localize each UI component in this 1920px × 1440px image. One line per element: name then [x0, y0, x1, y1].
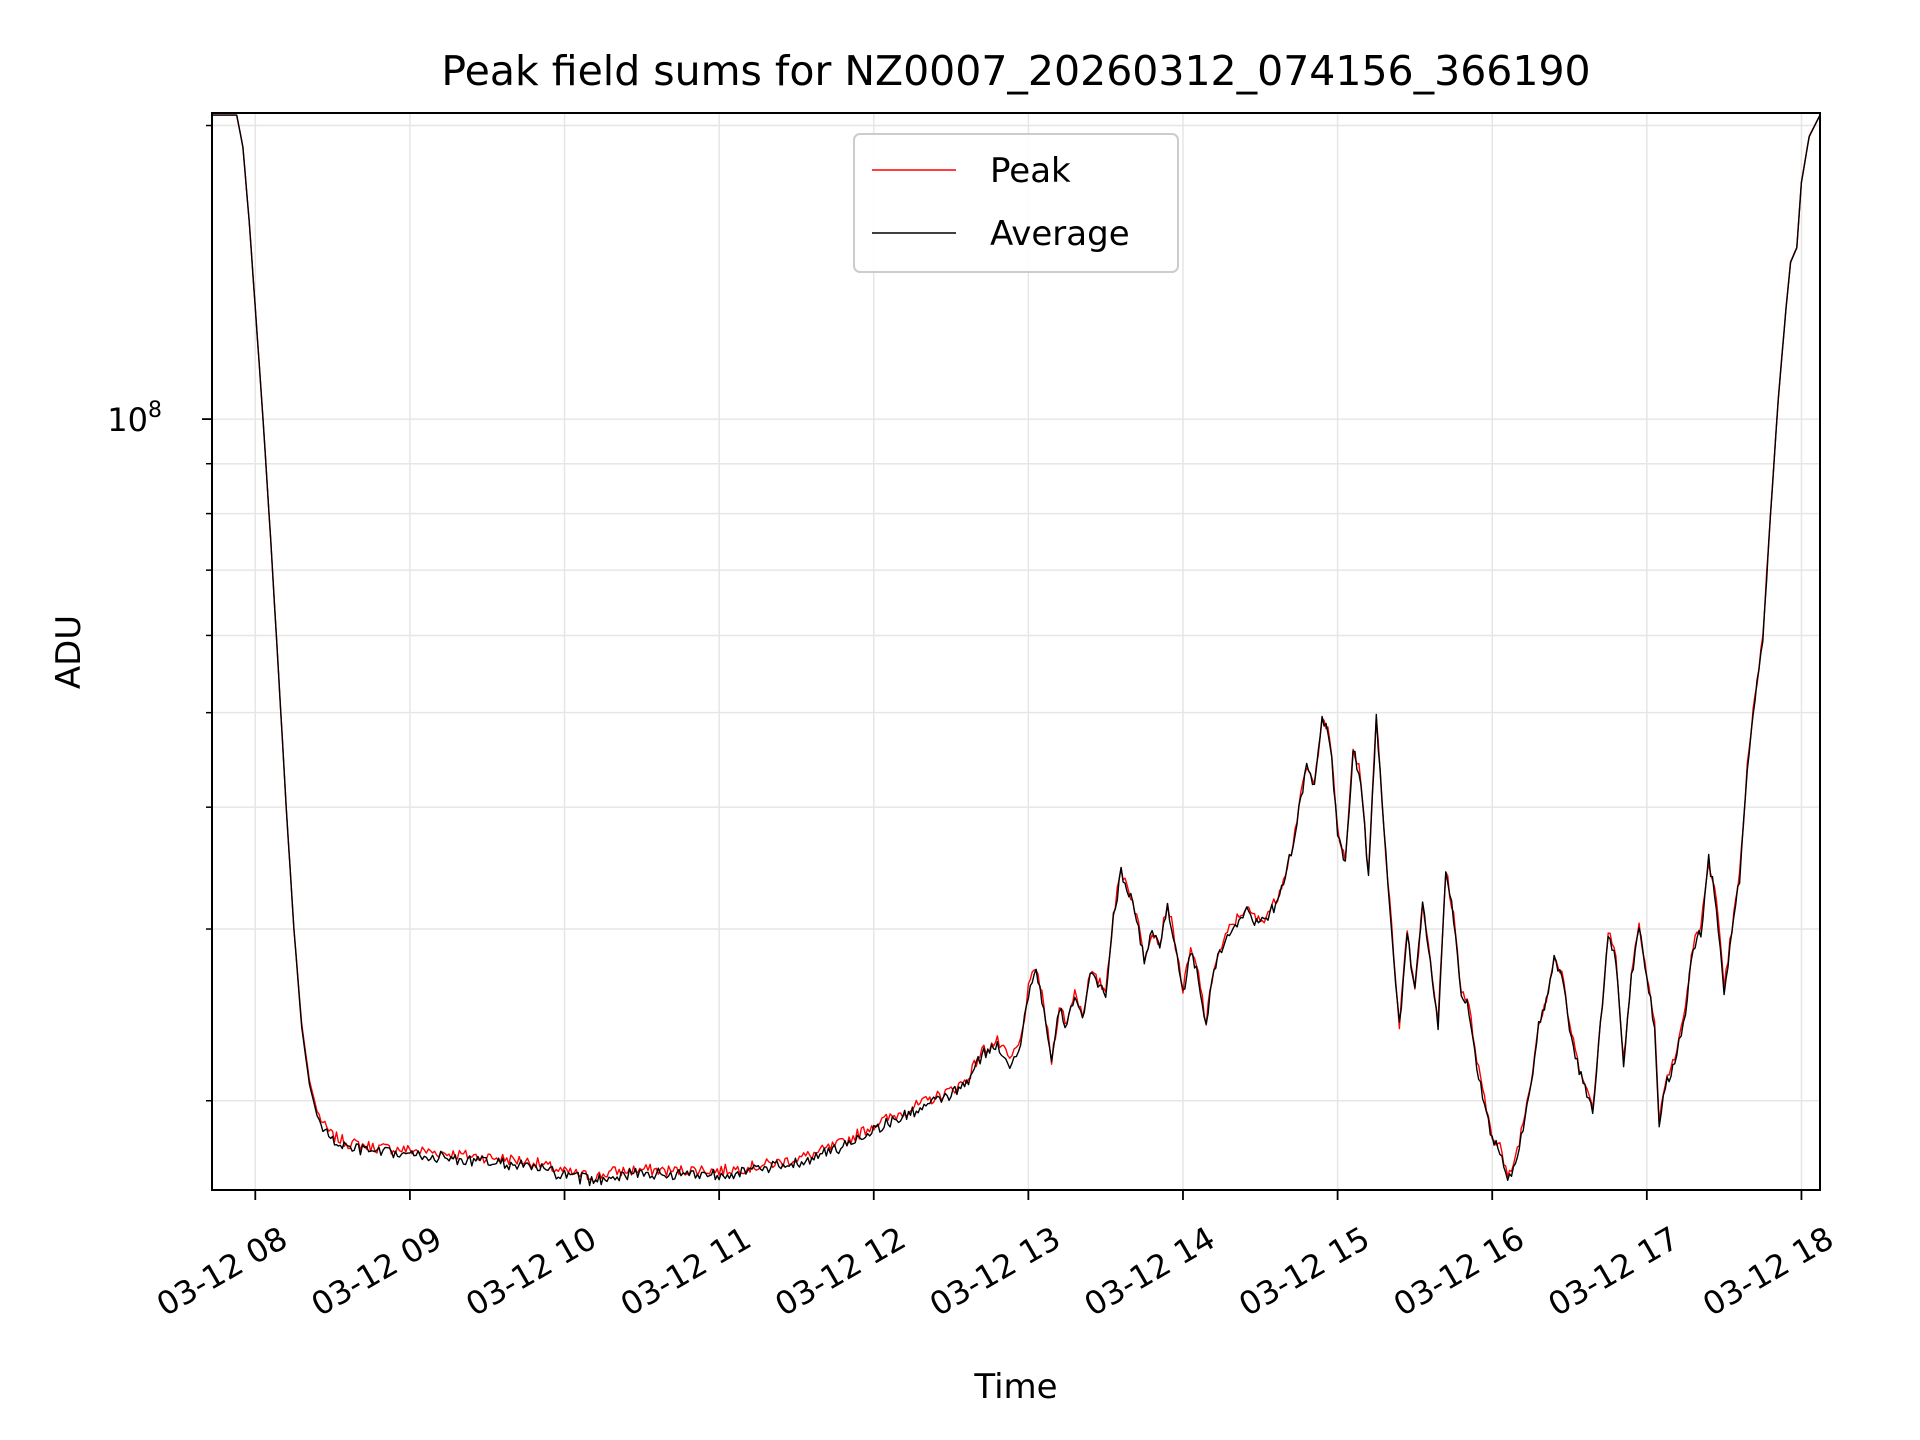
axes-frame — [211, 112, 1821, 1191]
y-axis-label: ADU — [49, 615, 89, 689]
chart-title: Peak field sums for NZ0007_20260312_0741… — [441, 47, 1590, 95]
y-axis: 108 — [107, 124, 212, 1102]
legend-box — [853, 133, 1179, 273]
legend-label-average: Average — [990, 214, 1130, 254]
legend: Peak Average — [853, 133, 1179, 273]
legend-label-peak: Peak — [990, 151, 1071, 191]
series-layer — [212, 114, 1821, 1187]
series-line-average — [212, 114, 1821, 1187]
y-tick-label-exponent: 8 — [148, 398, 162, 423]
y-tick-label-base: 10 — [107, 401, 148, 439]
grid — [212, 113, 1820, 1190]
x-axis-label: Time — [973, 1367, 1057, 1407]
y-tick-label: 108 — [107, 398, 162, 439]
